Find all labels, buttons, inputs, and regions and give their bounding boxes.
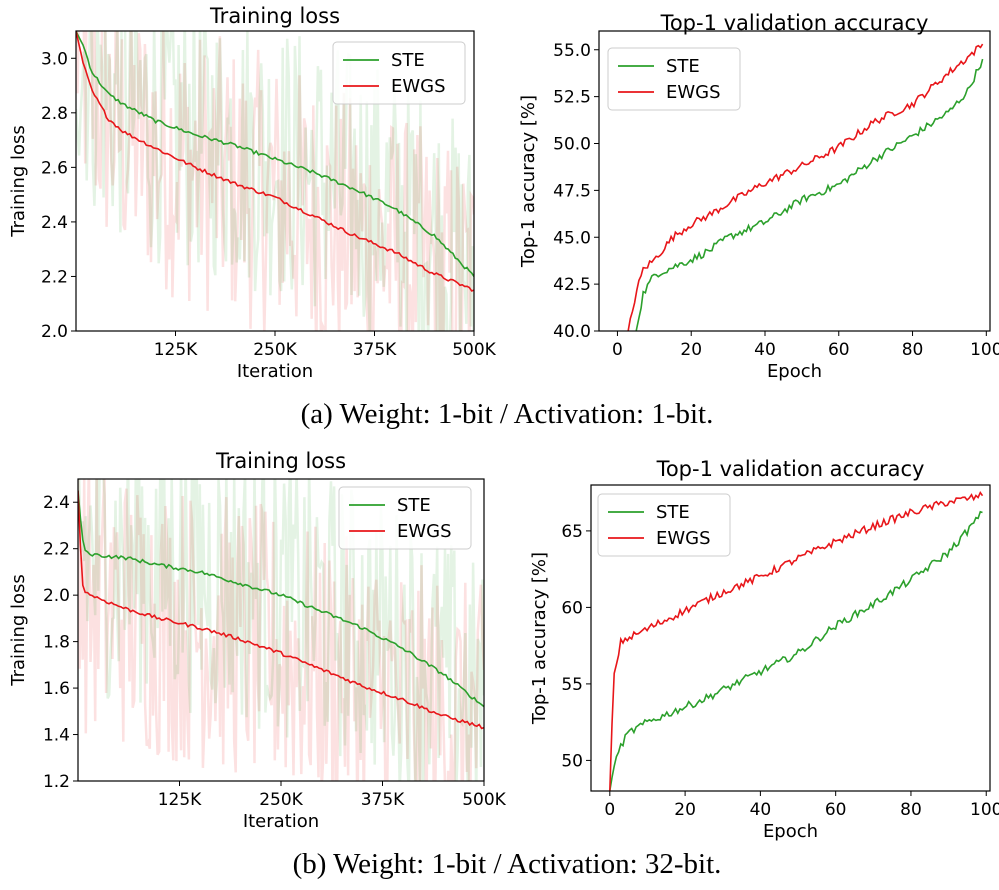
series-line-ste bbox=[609, 510, 983, 791]
raw-noise-ste bbox=[78, 479, 484, 781]
x-tick-label: 80 bbox=[902, 340, 924, 360]
x-tick-label: 20 bbox=[680, 340, 702, 360]
legend-label-ste: STE bbox=[666, 56, 700, 77]
series-line-ewgs bbox=[609, 490, 984, 791]
y-axis-label: Training loss bbox=[8, 125, 29, 238]
x-tick-label: 250K bbox=[259, 790, 303, 810]
y-tick-label: 42.5 bbox=[553, 275, 591, 295]
series-line-ewgs bbox=[78, 490, 484, 730]
x-axis-label: Epoch bbox=[763, 821, 818, 842]
x-tick-label: 375K bbox=[353, 340, 397, 360]
x-tick-label: 80 bbox=[900, 800, 922, 820]
x-tick-label: 500K bbox=[452, 340, 496, 360]
chart-title: Training loss bbox=[209, 4, 340, 28]
y-tick-label: 2.2 bbox=[43, 540, 70, 560]
legend-label-ste: STE bbox=[391, 50, 425, 71]
x-tick-label: 40 bbox=[750, 800, 772, 820]
series-line-ewgs bbox=[627, 43, 984, 331]
y-tick-label: 65 bbox=[561, 522, 583, 542]
training-loss-chart-a: Training loss Iteration Training loss 125K 2… bbox=[8, 4, 497, 382]
x-tick-label: 0 bbox=[604, 800, 615, 820]
legend-label-ewgs: EWGS bbox=[666, 82, 721, 103]
series-line-ste bbox=[635, 58, 984, 331]
x-tick-label: 250K bbox=[253, 340, 297, 360]
x-tick-label: 0 bbox=[612, 340, 623, 360]
y-tick-label: 50 bbox=[561, 751, 583, 771]
axes-frame bbox=[75, 30, 475, 332]
y-tick-label: 1.4 bbox=[43, 726, 70, 746]
y-tick-label: 47.5 bbox=[553, 181, 591, 201]
x-tick-label: 60 bbox=[828, 340, 850, 360]
plot-area bbox=[627, 43, 984, 331]
plot-area bbox=[76, 31, 474, 331]
y-tick-label: 45.0 bbox=[553, 228, 591, 248]
axes-frame bbox=[598, 30, 991, 332]
validation-accuracy-chart-b: Top-1 validation accuracy Epoch Top-1 accu… bbox=[529, 457, 999, 842]
legend-label-ste: STE bbox=[397, 495, 431, 516]
y-tick-label: 3.0 bbox=[41, 49, 68, 69]
y-tick-label: 2.2 bbox=[41, 267, 68, 287]
x-tick-label: 100 bbox=[970, 800, 999, 820]
y-axis-label: Top-1 accuracy [%] bbox=[529, 552, 550, 725]
legend-box bbox=[607, 47, 741, 111]
legend-box bbox=[597, 493, 731, 557]
y-tick-label: 50.0 bbox=[553, 135, 591, 155]
y-tick-label: 1.6 bbox=[43, 679, 70, 699]
x-tick-label: 125K bbox=[158, 790, 202, 810]
axes-frame bbox=[590, 484, 991, 792]
legend: STE EWGS bbox=[597, 493, 731, 557]
legend: STE EWGS bbox=[338, 486, 472, 550]
raw-noise-ste bbox=[76, 31, 474, 331]
chart-title: Training loss bbox=[215, 449, 346, 473]
x-tick-label: 40 bbox=[754, 340, 776, 360]
caption-b: (b) Weight: 1-bit / Activation: 32-bit. bbox=[293, 848, 722, 880]
x-axis-label: Epoch bbox=[767, 361, 822, 382]
y-tick-label: 1.2 bbox=[43, 772, 70, 792]
legend-label-ewgs: EWGS bbox=[397, 521, 452, 542]
y-tick-label: 1.8 bbox=[43, 633, 70, 653]
legend: STE EWGS bbox=[607, 47, 741, 111]
legend-box bbox=[338, 486, 472, 550]
legend-label-ste: STE bbox=[656, 502, 690, 523]
y-tick-label: 52.5 bbox=[553, 88, 591, 108]
x-axis-label: Iteration bbox=[243, 811, 319, 832]
y-tick-label: 2.6 bbox=[41, 158, 68, 178]
y-tick-label: 40.0 bbox=[553, 322, 591, 342]
series-line-ewgs bbox=[76, 31, 474, 292]
legend-box bbox=[332, 41, 466, 105]
training-loss-chart-b: Training loss Iteration Training loss 125K 2… bbox=[8, 449, 507, 832]
axes-frame bbox=[77, 478, 485, 782]
legend-label-ewgs: EWGS bbox=[391, 76, 446, 97]
raw-noise-ewgs bbox=[76, 31, 474, 331]
legend-label-ewgs: EWGS bbox=[656, 528, 711, 549]
y-axis-label: Top-1 accuracy [%] bbox=[518, 95, 539, 268]
y-tick-label: 55.0 bbox=[553, 41, 591, 61]
x-axis-label: Iteration bbox=[237, 361, 313, 382]
y-tick-label: 55 bbox=[561, 675, 583, 695]
x-tick-label: 60 bbox=[825, 800, 847, 820]
x-tick-label: 125K bbox=[154, 340, 198, 360]
y-tick-label: 2.0 bbox=[41, 322, 68, 342]
y-tick-label: 2.0 bbox=[43, 586, 70, 606]
y-axis-label: Training loss bbox=[8, 574, 29, 687]
y-tick-label: 2.4 bbox=[43, 493, 70, 513]
raw-noise-ewgs bbox=[78, 479, 484, 781]
caption-a: (a) Weight: 1-bit / Activation: 1-bit. bbox=[301, 398, 714, 430]
y-tick-label: 60 bbox=[561, 598, 583, 618]
x-tick-label: 20 bbox=[674, 800, 696, 820]
plot-area bbox=[609, 490, 984, 791]
y-tick-label: 2.8 bbox=[41, 104, 68, 124]
chart-title: Top-1 validation accuracy bbox=[656, 457, 925, 481]
x-tick-label: 500K bbox=[462, 790, 506, 810]
series-line-ste bbox=[76, 31, 474, 277]
legend: STE EWGS bbox=[332, 41, 466, 105]
y-tick-label: 2.4 bbox=[41, 213, 68, 233]
x-tick-label: 100 bbox=[970, 340, 999, 360]
plot-area bbox=[78, 479, 484, 781]
x-tick-label: 375K bbox=[361, 790, 405, 810]
series-line-ste bbox=[78, 490, 484, 708]
